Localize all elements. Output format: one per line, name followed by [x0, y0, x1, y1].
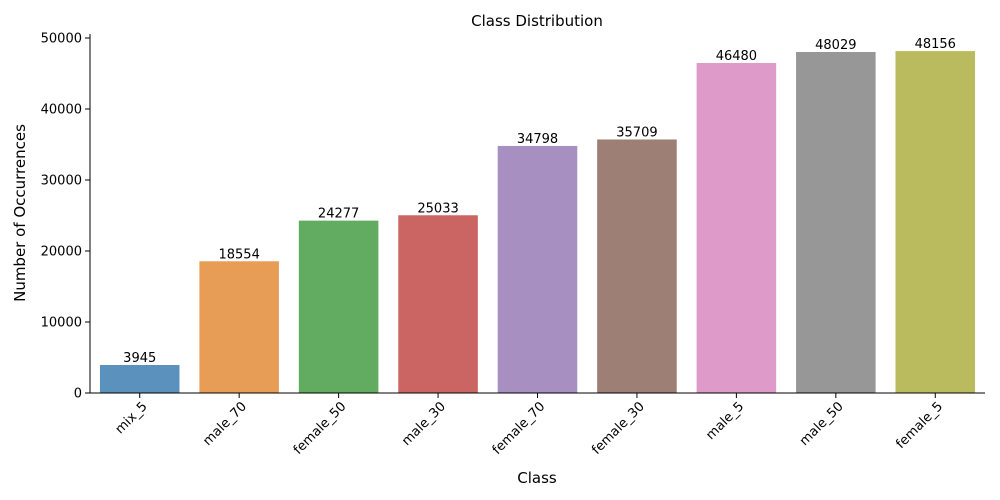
x-tick-label-male-50: male_50	[797, 399, 847, 449]
x-axis-title: Class	[517, 469, 557, 487]
bar-female-5	[895, 51, 976, 393]
x-axis: mix_5 male_70 female_50 male_30 female_70 fem…	[113, 393, 946, 458]
value-label-mix-5: 3945	[123, 351, 156, 366]
x-tick-label-mix-5: mix_5	[113, 399, 151, 437]
y-tick-label: 20000	[41, 245, 82, 260]
y-axis-title: Number of Occurrences	[11, 124, 29, 302]
bar-male-5	[696, 63, 777, 394]
x-tick-label-male-5: male_5	[703, 399, 747, 443]
y-tick-label: 40000	[41, 103, 82, 118]
bars-group	[99, 51, 976, 394]
x-tick-label-male-30: male_30	[399, 399, 449, 449]
chart-title: Class Distribution	[471, 12, 603, 30]
value-label-male-30: 25033	[417, 201, 458, 216]
y-tick-label: 50000	[41, 32, 82, 47]
value-label-female-5: 48156	[915, 37, 956, 52]
y-tick-label: 30000	[41, 174, 82, 189]
value-label-male-70: 18554	[218, 247, 259, 262]
x-tick-label-male-70: male_70	[200, 399, 250, 449]
x-tick-label-female-70: female_70	[490, 399, 549, 458]
value-label-male-50: 48029	[815, 38, 856, 53]
value-label-male-5: 46480	[716, 49, 757, 64]
bar-mix-5	[99, 364, 180, 393]
bar-male-70	[199, 261, 279, 393]
value-label-female-50: 24277	[318, 207, 359, 222]
bar-male-50	[796, 52, 876, 393]
y-axis: 0 10000 20000 30000 40000 50000	[41, 32, 90, 402]
value-label-female-30: 35709	[616, 125, 657, 140]
y-tick-label: 10000	[41, 316, 82, 331]
bar-female-70	[497, 145, 578, 393]
bar-male-30	[398, 215, 478, 393]
y-tick-label: 0	[74, 387, 82, 402]
x-tick-label-female-5: female_5	[893, 399, 946, 452]
x-tick-label-female-30: female_30	[589, 399, 648, 458]
x-tick-label-female-50: female_50	[291, 399, 350, 458]
value-labels-group: 3945 18554 24277 25033 34798 35709 46480 48029 4…	[123, 37, 956, 366]
bar-female-50	[298, 220, 379, 393]
value-label-female-70: 34798	[517, 132, 558, 147]
bar-female-30	[597, 139, 677, 393]
